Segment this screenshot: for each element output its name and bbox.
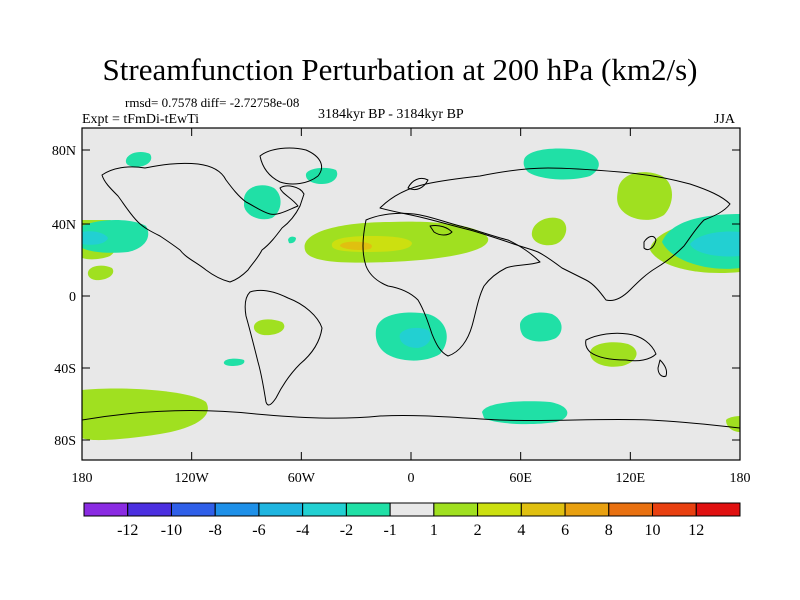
colorbar-label: -8 [209, 522, 222, 539]
coastline [244, 289, 323, 406]
coastline [101, 162, 305, 283]
anomaly-blob [87, 265, 114, 281]
colorbar-swatch [652, 502, 697, 517]
anomaly-blob [617, 172, 672, 220]
colorbar-swatch [302, 502, 347, 517]
colorbar-label: 4 [517, 522, 525, 539]
anomaly-blob [288, 236, 296, 244]
coastline [429, 225, 453, 236]
coastline [379, 167, 731, 301]
colorbar-label: -1 [383, 522, 396, 539]
lon-tick-label: 60E [509, 471, 532, 486]
colorbar: -12 -10 -8 -6 -4 -2 -1 1 2 4 6 8 10 12 [83, 502, 741, 539]
lon-tick-label: 120W [175, 471, 210, 486]
lat-tick-label: 40S [54, 362, 76, 377]
colorbar-label: 1 [430, 522, 438, 539]
stats-text: rmsd= 0.7578 diff= -2.72758e-08 [125, 95, 300, 110]
coastline [362, 212, 541, 357]
anomaly-blob [82, 388, 208, 441]
colorbar-swatch [433, 502, 479, 517]
colorbar-swatch [127, 502, 172, 517]
lat-tick-label: 0 [69, 290, 76, 305]
colorbar-swatch [258, 502, 304, 517]
colorbar-label: 12 [688, 522, 704, 539]
anomaly-blob [305, 167, 338, 184]
colorbar-label: 6 [561, 522, 569, 539]
chart-title: Streamfunction Perturbation at 200 hPa (… [102, 52, 698, 87]
colorbar-swatch [83, 502, 129, 517]
colorbar-swatch [477, 502, 522, 517]
colorbar-label: -6 [252, 522, 265, 539]
anomaly-blob [340, 241, 372, 250]
longitude-axis: 180 120W 60W 0 60E 120E 180 [72, 128, 751, 486]
colorbar-label: 10 [645, 522, 661, 539]
coastline [585, 332, 657, 362]
anomaly-blob [589, 342, 637, 367]
colorbar-swatch [520, 502, 566, 517]
coastline [657, 359, 667, 377]
lon-tick-label: 180 [730, 471, 751, 486]
anomaly-blob [520, 312, 562, 342]
lon-tick-label: 60W [288, 471, 316, 486]
colorbar-label: 2 [474, 522, 482, 539]
lat-tick-label: 80S [54, 434, 76, 449]
contour-field [82, 147, 740, 441]
colorbar-swatch [345, 502, 391, 517]
coastline [643, 235, 657, 251]
coastline [259, 147, 322, 185]
colorbar-swatch [214, 502, 260, 517]
coastline [407, 177, 429, 191]
anomaly-blob [690, 231, 740, 257]
anomaly-blob [523, 148, 599, 180]
coastlines [82, 147, 740, 429]
anomaly-blob [125, 152, 152, 167]
lat-tick-label: 80N [52, 144, 76, 159]
coastline [82, 410, 740, 429]
anomaly-blob [531, 217, 567, 246]
colorbar-swatch [608, 502, 654, 517]
season-label: JJA [714, 112, 736, 127]
anomaly-blob [82, 220, 149, 253]
lon-tick-label: 120E [616, 471, 646, 486]
anomaly-blob [482, 401, 568, 425]
latitude-axis: 80N 40N 0 40S 80S [52, 144, 740, 449]
lon-tick-label: 0 [408, 471, 415, 486]
colorbar-label: 8 [605, 522, 613, 539]
colorbar-label: -10 [161, 522, 182, 539]
anomaly-blob [253, 319, 285, 336]
anomaly-blob [82, 231, 108, 245]
experiment-label: Expt = tFmDi-tEwTi [82, 112, 200, 127]
lon-tick-label: 180 [72, 471, 93, 486]
period-label: 3184kyr BP - 3184kyr BP [318, 107, 464, 122]
anomaly-blob [244, 185, 281, 220]
colorbar-swatch [170, 502, 216, 517]
anomaly-blob [223, 358, 245, 366]
colorbar-swatch [695, 502, 741, 517]
colorbar-label: -2 [340, 522, 353, 539]
lat-tick-label: 40N [52, 218, 76, 233]
colorbar-swatch [389, 502, 435, 517]
colorbar-label: -12 [117, 522, 138, 539]
anomaly-blob [399, 327, 431, 348]
colorbar-swatch [564, 502, 610, 517]
colorbar-label: -4 [296, 522, 309, 539]
